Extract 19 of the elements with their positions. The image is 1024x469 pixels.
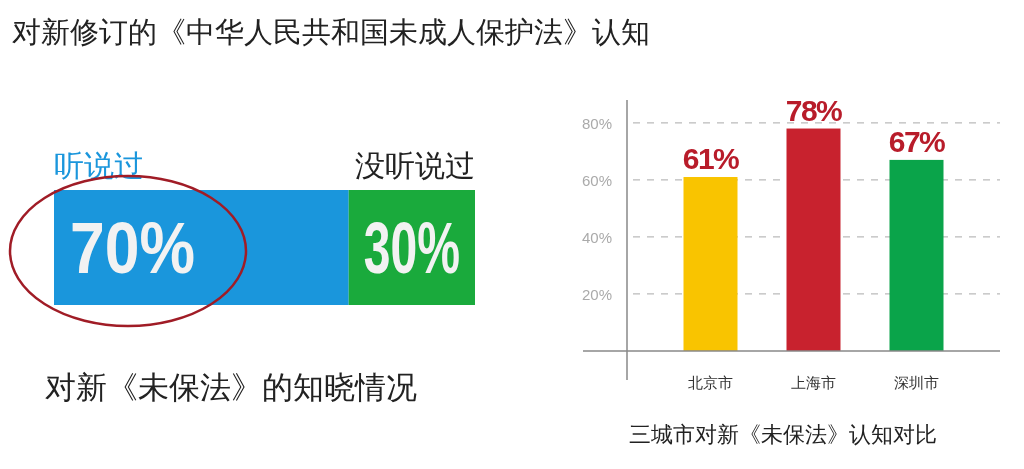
data-label: 70% bbox=[70, 207, 215, 288]
y-tick-label: 40% bbox=[581, 228, 612, 246]
text: 对新《未保法》的知晓情况 bbox=[45, 370, 417, 405]
data-label: 61% bbox=[682, 142, 740, 176]
chart-title: 对新修订的《中华人民共和国未成人保护法》认知 bbox=[12, 16, 650, 48]
bar bbox=[889, 159, 944, 351]
text: 三城市对新《未保法》认知对比 bbox=[629, 422, 937, 447]
bar bbox=[683, 177, 738, 351]
x-tick-label: 北京市 bbox=[688, 374, 733, 391]
data-label: 78% bbox=[785, 93, 843, 127]
y-tick-label: 80% bbox=[581, 114, 612, 132]
data-label: 30% bbox=[363, 207, 508, 288]
y-tick-label: 60% bbox=[581, 171, 612, 189]
data-label: 67% bbox=[888, 124, 946, 158]
x-tick-label: 上海市 bbox=[791, 374, 836, 391]
x-tick-label: 深圳市 bbox=[894, 374, 939, 391]
series-label: 没听说过 bbox=[355, 149, 475, 182]
bar bbox=[786, 128, 841, 351]
y-tick-label: 20% bbox=[581, 285, 612, 303]
